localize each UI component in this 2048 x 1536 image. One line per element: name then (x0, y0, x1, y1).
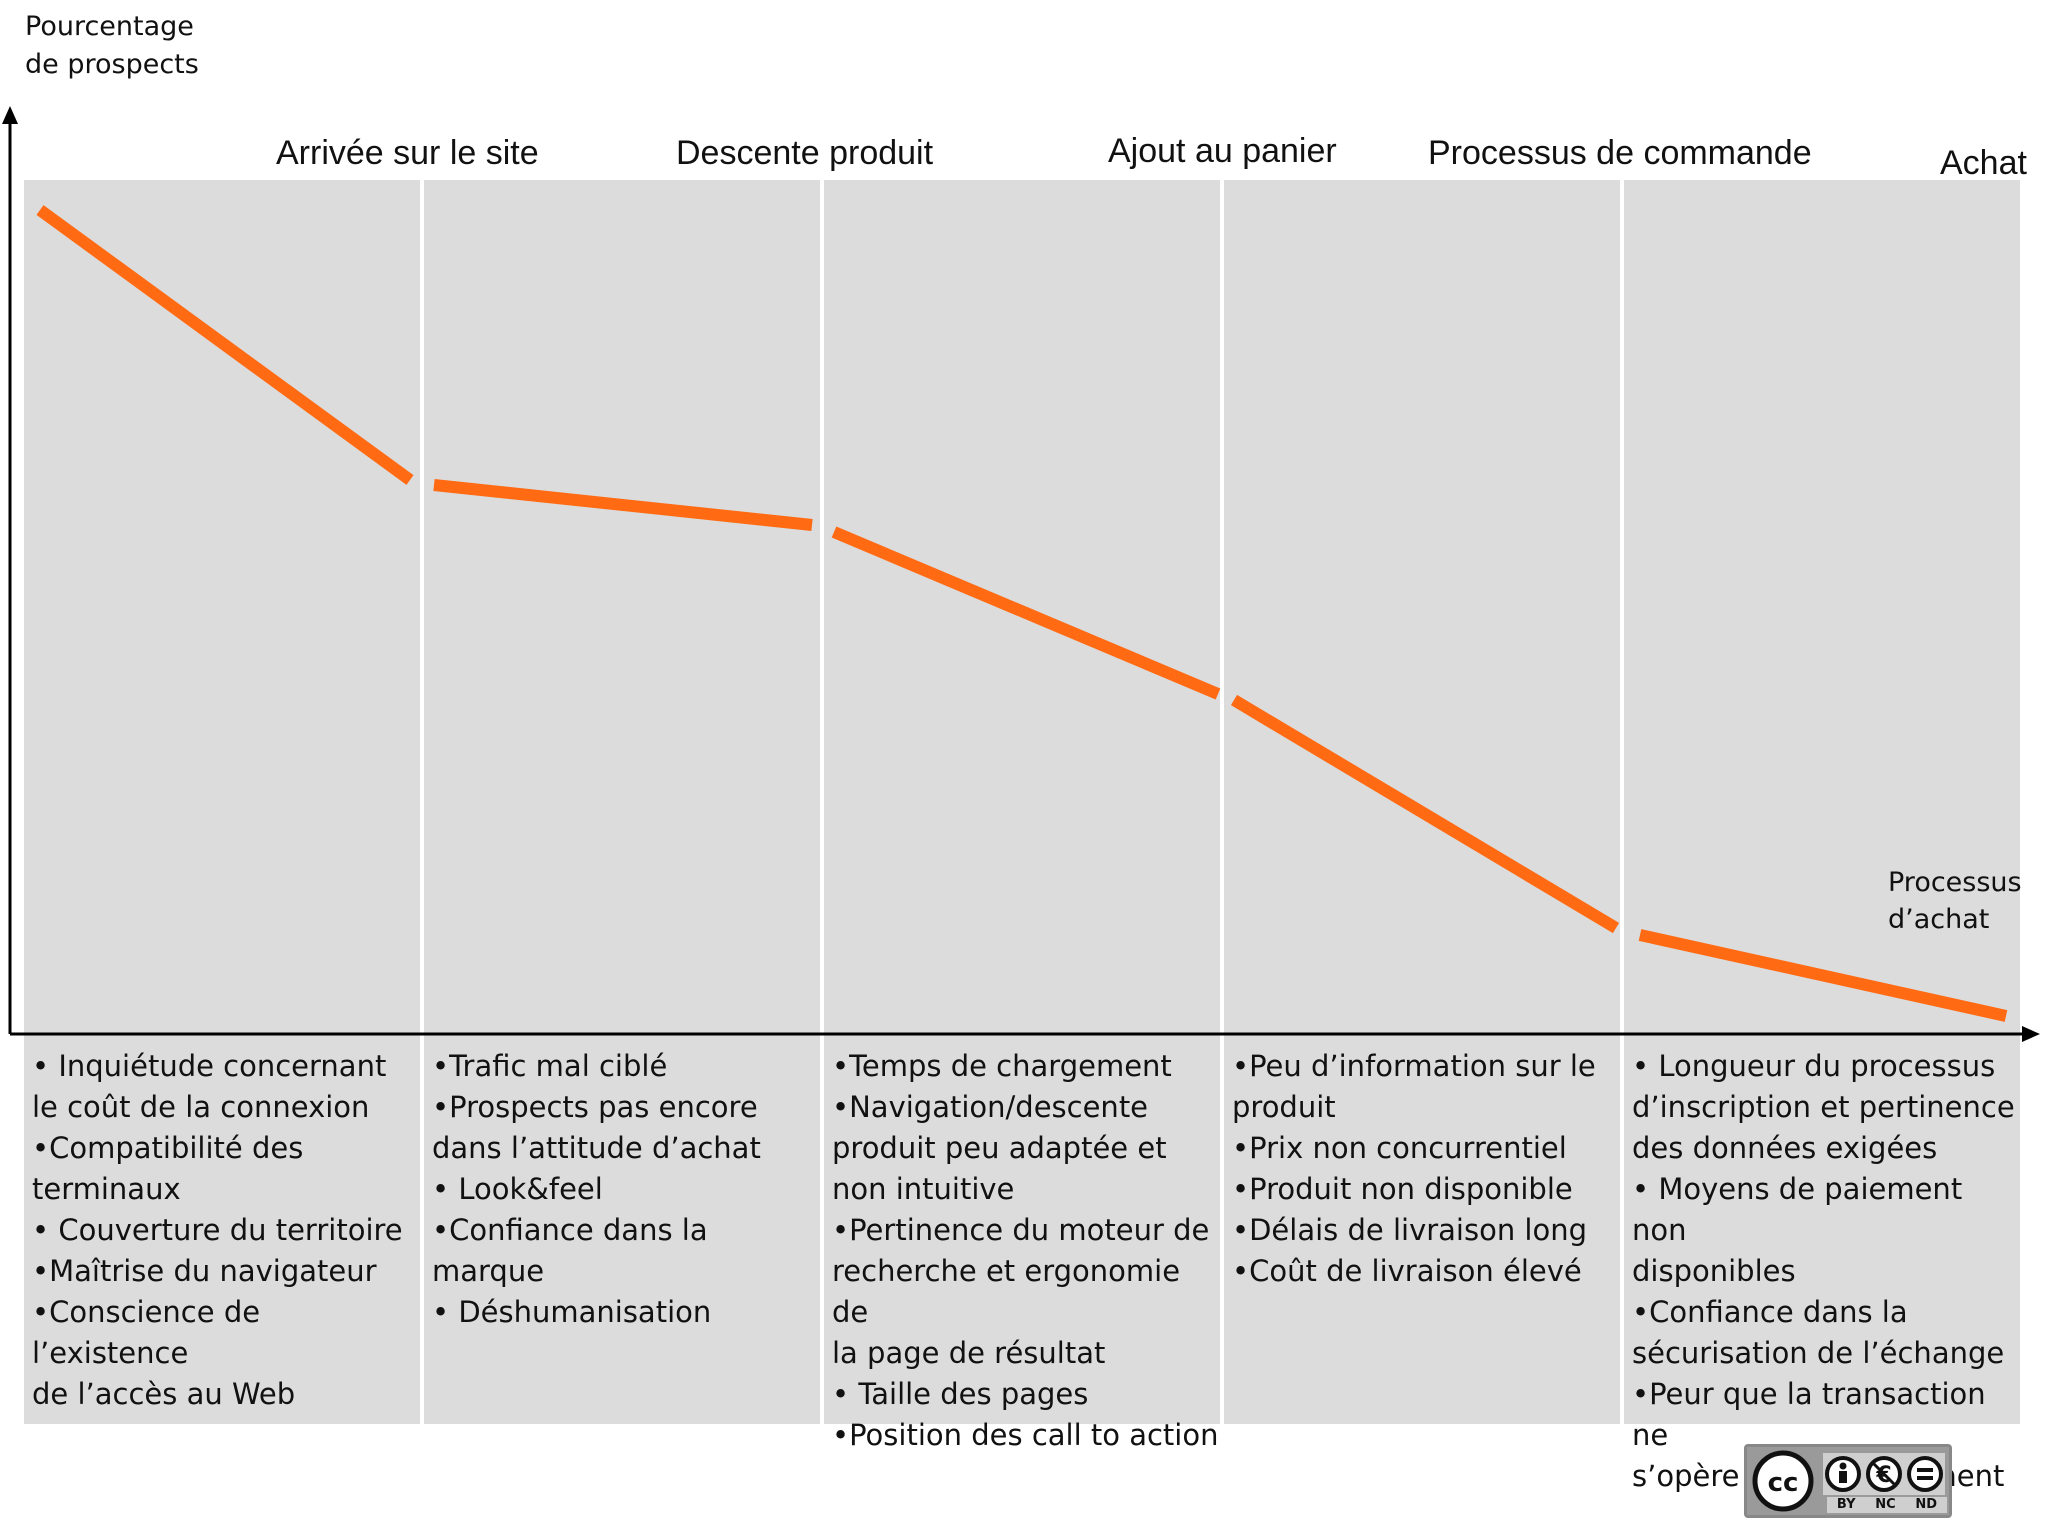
x-axis-arrow (2022, 1026, 2040, 1042)
stage-panel-1 (24, 180, 420, 1424)
end-label-line-2: d’achat (1888, 904, 1990, 935)
column-3-line: •Position des call to action (832, 1418, 1219, 1452)
column-5-line: •Peur que la transaction ne (1632, 1377, 1986, 1452)
column-1-line: • Inquiétude concernant (32, 1049, 387, 1083)
column-1-line: •Conscience de l’existence (32, 1295, 261, 1370)
column-3-line: • Taille des pages (832, 1377, 1089, 1411)
stage-processus-commande: Processus de commande (1428, 134, 1812, 172)
no-derivatives-icon (1907, 1456, 1943, 1492)
column-4-line: •Produit non disponible (1232, 1172, 1573, 1206)
column-4-factors: •Peu d’information sur le produit •Prix no… (1232, 1046, 1620, 1292)
column-1-line: • Couverture du territoire (32, 1213, 403, 1247)
cc-text: cc (1768, 1468, 1799, 1498)
y-axis-label: Pourcentage de prospects (25, 8, 199, 84)
column-4-line: produit (1232, 1090, 1336, 1124)
column-5-line: • Longueur du processus (1632, 1049, 1996, 1083)
stage-ajout-panier: Ajout au panier (1108, 132, 1337, 170)
drop-off-segment-1 (36, 205, 414, 485)
column-5-line: d’inscription et pertinence (1632, 1090, 2015, 1124)
column-3-line: •Navigation/descente (832, 1090, 1149, 1124)
column-1-line: le coût de la connexion (32, 1090, 370, 1124)
column-3-line: recherche et ergonomie de (832, 1254, 1181, 1329)
column-1-factors: • Inquiétude concernant le coût de la con… (32, 1046, 420, 1415)
stage-panels (24, 180, 2020, 1424)
column-3-line: la page de résultat (832, 1336, 1106, 1370)
column-2-line: • Déshumanisation (432, 1295, 712, 1329)
stage-panel-3 (824, 180, 1220, 1424)
column-2-line: •Confiance dans la marque (432, 1213, 708, 1288)
column-3-line: non intuitive (832, 1172, 1015, 1206)
column-4-line: •Coût de livraison élevé (1232, 1254, 1582, 1288)
column-2-line: dans l’attitude d’achat (432, 1131, 761, 1165)
drop-off-segment-2 (433, 479, 813, 531)
stage-panel-4 (1224, 180, 1620, 1424)
end-label: Processus d’achat (1888, 864, 2022, 938)
stage-descente-produit: Descente produit (676, 134, 934, 172)
stage-arrivee: Arrivée sur le site (276, 134, 539, 172)
drop-off-segment-3 (831, 526, 1221, 700)
column-5-factors: • Longueur du processus d’inscription et … (1632, 1046, 2020, 1497)
column-5-line: sécurisation de l’échange (1632, 1336, 2005, 1370)
column-1-line: •Compatibilité des (32, 1131, 304, 1165)
drop-off-segment-4 (1230, 694, 1620, 934)
column-2-factors: •Trafic mal ciblé •Prospects pas encore da… (432, 1046, 820, 1333)
y-axis-arrow (2, 106, 18, 124)
column-5-line: disponibles (1632, 1254, 1796, 1288)
cc-term-nd: ND (1915, 1497, 1938, 1512)
column-1-line: terminaux (32, 1172, 181, 1206)
column-2-line: •Trafic mal ciblé (432, 1049, 668, 1083)
stage-panel-5 (1624, 180, 2020, 1424)
column-5-line: •Confiance dans la (1632, 1295, 1908, 1329)
drop-off-line (36, 205, 2008, 1022)
column-2-line: •Prospects pas encore (432, 1090, 758, 1124)
stage-achat: Achat (1940, 144, 2027, 182)
column-5-line: des données exigées (1632, 1131, 1938, 1165)
stage-panel-2 (424, 180, 820, 1424)
y-axis-label-line-2: de prospects (25, 49, 199, 80)
column-5-line: • Moyens de paiement non (1632, 1172, 1963, 1247)
column-3-line: •Pertinence du moteur de (832, 1213, 1210, 1247)
column-3-factors: •Temps de chargement •Navigation/descente… (832, 1046, 1220, 1456)
cc-term-by: BY (1836, 1497, 1856, 1512)
column-1-line: •Maîtrise du navigateur (32, 1254, 377, 1288)
cc-terms: BY NC ND (1827, 1497, 1947, 1513)
column-3-line: produit peu adaptée et (832, 1131, 1167, 1165)
cc-term-nc: NC (1875, 1497, 1896, 1512)
cc-license-badge: cc € BY NC ND (1744, 1444, 1952, 1518)
column-1-line: de l’accès au Web (32, 1377, 296, 1411)
column-2-line: • Look&feel (432, 1172, 603, 1206)
column-4-line: •Peu d’information sur le (1232, 1049, 1596, 1083)
drop-off-segment-5 (1638, 929, 2008, 1022)
end-label-line-1: Processus (1888, 867, 2022, 898)
cc-icon (1752, 1450, 1814, 1512)
column-3-line: •Temps de chargement (832, 1049, 1172, 1083)
column-4-line: •Prix non concurrentiel (1232, 1131, 1567, 1165)
column-4-line: •Délais de livraison long (1232, 1213, 1588, 1247)
y-axis-label-line-1: Pourcentage (25, 11, 194, 42)
